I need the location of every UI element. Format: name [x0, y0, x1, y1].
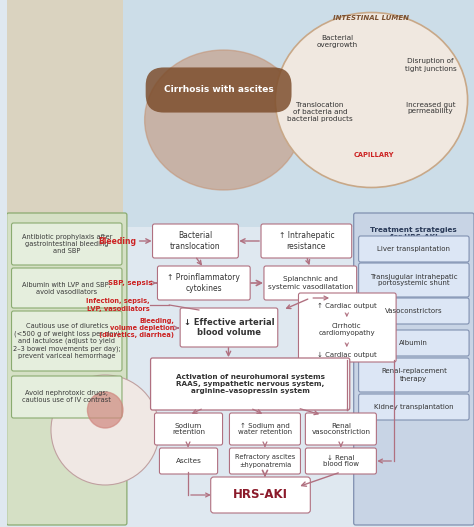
FancyBboxPatch shape [155, 413, 223, 445]
Text: Renal-replacement
therapy: Renal-replacement therapy [381, 368, 447, 382]
FancyBboxPatch shape [359, 358, 469, 392]
Text: ↓ Renal
blood flow: ↓ Renal blood flow [323, 454, 359, 467]
Text: Increased gut
permeability: Increased gut permeability [406, 102, 456, 114]
Text: Disruption of
tight junctions: Disruption of tight junctions [405, 58, 456, 72]
Text: Antibiotic prophylaxis after
gastrointestinal bleeding
and SBP: Antibiotic prophylaxis after gastrointes… [21, 234, 112, 254]
Text: Cirrhosis with ascites: Cirrhosis with ascites [164, 85, 273, 94]
FancyBboxPatch shape [359, 298, 469, 324]
FancyBboxPatch shape [305, 448, 376, 474]
FancyBboxPatch shape [11, 223, 122, 265]
Text: Bleeding: Bleeding [98, 237, 136, 246]
Text: Bacterial
overgrowth: Bacterial overgrowth [316, 35, 357, 48]
Text: Liver transplantation: Liver transplantation [377, 246, 450, 252]
Text: Avoid nephrotoxic drugs;
cautious use of IV contrast: Avoid nephrotoxic drugs; cautious use of… [22, 391, 111, 404]
FancyBboxPatch shape [153, 224, 238, 258]
Text: Strategies to prevent
all forms of AKI: Strategies to prevent all forms of AKI [23, 227, 111, 240]
Text: ↓ Effective arterial
blood volume: ↓ Effective arterial blood volume [183, 318, 274, 337]
FancyBboxPatch shape [359, 263, 469, 297]
FancyBboxPatch shape [299, 293, 396, 362]
Circle shape [88, 392, 123, 428]
Text: ↑ Intrahepatic
resistance: ↑ Intrahepatic resistance [279, 231, 334, 251]
FancyBboxPatch shape [159, 448, 218, 474]
Text: ↓ Cardiac output: ↓ Cardiac output [317, 352, 377, 358]
Text: INTESTINAL LUMEN: INTESTINAL LUMEN [333, 15, 410, 21]
Text: Cirrhotic
cardiomyopathy: Cirrhotic cardiomyopathy [319, 324, 375, 337]
Text: Kidney transplantation: Kidney transplantation [374, 404, 454, 410]
Text: Splanchnic and
systemic vasodilatation: Splanchnic and systemic vasodilatation [268, 277, 353, 289]
Ellipse shape [275, 13, 467, 188]
Text: ↑ Proinflammatory
cytokines: ↑ Proinflammatory cytokines [167, 274, 240, 292]
FancyBboxPatch shape [261, 224, 352, 258]
FancyBboxPatch shape [151, 358, 350, 410]
FancyBboxPatch shape [229, 448, 301, 474]
FancyBboxPatch shape [359, 236, 469, 262]
Ellipse shape [145, 50, 302, 190]
Text: Cautious use of diuretics
(<500 g of weight loss per day)
and lactulose (adjust : Cautious use of diuretics (<500 g of wei… [13, 323, 120, 359]
FancyBboxPatch shape [180, 308, 278, 347]
FancyBboxPatch shape [7, 213, 127, 525]
Text: HRS-AKI: HRS-AKI [233, 489, 288, 502]
FancyBboxPatch shape [7, 0, 474, 227]
FancyBboxPatch shape [157, 266, 250, 300]
Text: Treatment strategies
for HRS-AKI: Treatment strategies for HRS-AKI [371, 227, 457, 240]
Text: ↑ Sodium and
water retention: ↑ Sodium and water retention [238, 423, 292, 435]
Text: Albumin with LVP and SBP;
avoid vasodilators: Albumin with LVP and SBP; avoid vasodila… [22, 281, 111, 295]
Text: Albumin: Albumin [400, 340, 428, 346]
FancyBboxPatch shape [264, 266, 356, 300]
FancyBboxPatch shape [305, 413, 376, 445]
FancyBboxPatch shape [229, 413, 301, 445]
Text: Bleeding,
volume depletion
(diuretics, diarrhea): Bleeding, volume depletion (diuretics, d… [99, 318, 174, 338]
FancyBboxPatch shape [359, 330, 469, 356]
Text: Sodium
retention: Sodium retention [172, 423, 205, 435]
Text: Activation of neurohumoral systems
RAAS, sympathetic nervous system,
arginine–va: Activation of neurohumoral systems RAAS,… [176, 374, 325, 394]
Text: Bacterial
translocation: Bacterial translocation [170, 231, 221, 251]
Circle shape [51, 375, 159, 485]
Text: Infection, sepsis,
LVP, vasodilators: Infection, sepsis, LVP, vasodilators [86, 298, 150, 311]
FancyBboxPatch shape [11, 268, 122, 308]
Text: Refractory ascites
±hyponatremia: Refractory ascites ±hyponatremia [235, 454, 295, 467]
Text: Transjugular intrahepatic
portosystemic shunt: Transjugular intrahepatic portosystemic … [370, 274, 458, 287]
Text: SBP, sepsis: SBP, sepsis [108, 280, 153, 286]
FancyBboxPatch shape [354, 213, 474, 525]
FancyBboxPatch shape [211, 477, 310, 513]
Text: Ascites: Ascites [175, 458, 201, 464]
Text: Vasoconstrictors: Vasoconstrictors [385, 308, 443, 314]
FancyBboxPatch shape [11, 311, 122, 371]
Text: CAPILLARY: CAPILLARY [353, 152, 394, 158]
Text: Translocation
of bacteria and
bacterial products: Translocation of bacteria and bacterial … [287, 102, 353, 122]
FancyBboxPatch shape [7, 0, 123, 227]
Text: ↑ Cardiac output: ↑ Cardiac output [317, 303, 377, 309]
FancyBboxPatch shape [11, 376, 122, 418]
Text: Renal
vasoconstriction: Renal vasoconstriction [311, 423, 370, 435]
FancyBboxPatch shape [359, 394, 469, 420]
